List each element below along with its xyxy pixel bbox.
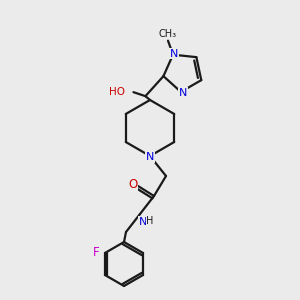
Text: HO: HO xyxy=(110,87,125,97)
Text: F: F xyxy=(93,245,99,259)
Text: N: N xyxy=(179,88,187,98)
Text: CH₃: CH₃ xyxy=(159,29,177,39)
Text: N: N xyxy=(146,152,154,162)
Text: O: O xyxy=(128,178,138,191)
Text: H: H xyxy=(146,216,154,226)
Text: N: N xyxy=(170,49,178,59)
Text: N: N xyxy=(139,217,147,227)
